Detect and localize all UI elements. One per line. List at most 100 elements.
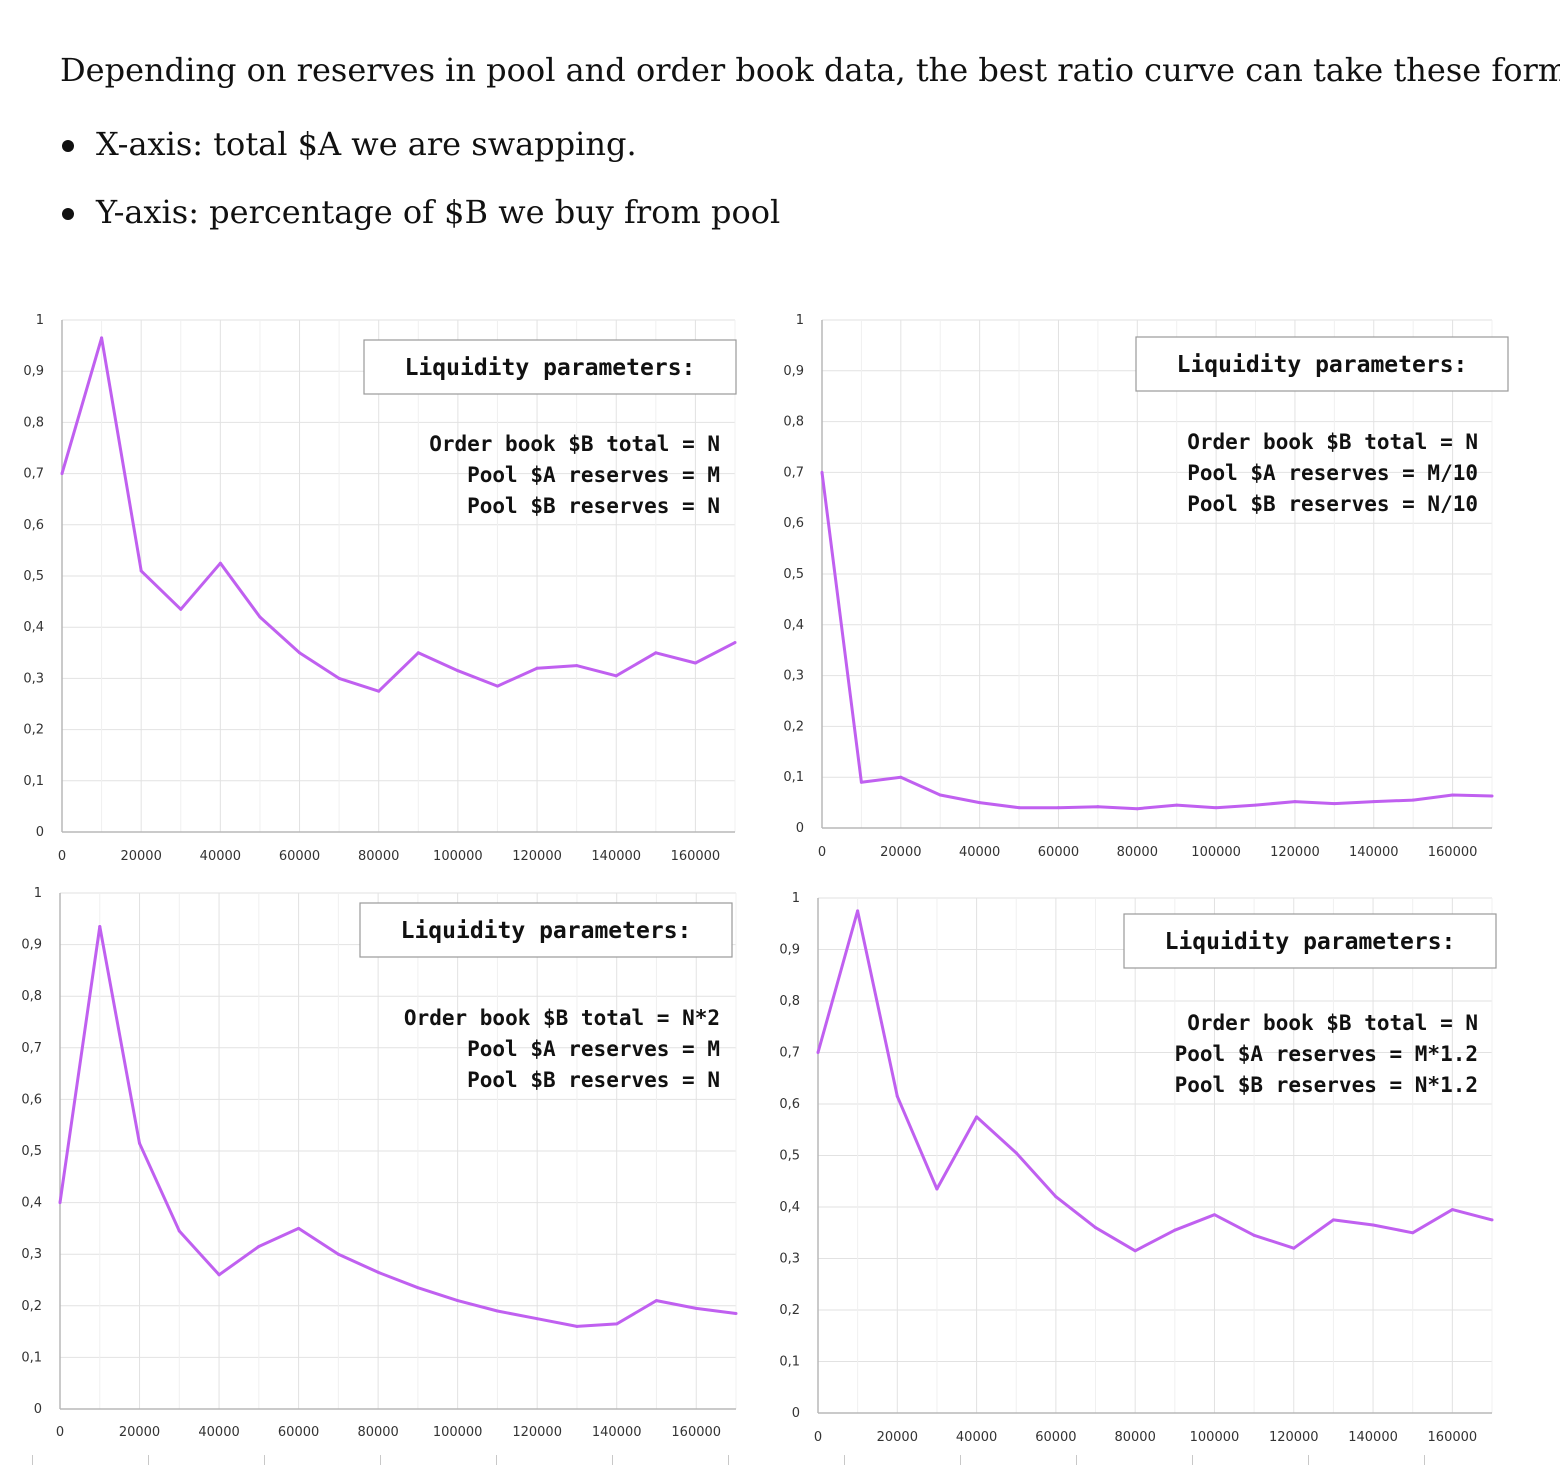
y-tick-label: 0,9 xyxy=(23,364,44,379)
x-tick-label: 160000 xyxy=(1428,1430,1478,1445)
x-tick-label: 80000 xyxy=(357,1425,398,1440)
data-point xyxy=(614,674,618,678)
parameters-box xyxy=(1135,336,1509,392)
y-tick-label: 0,1 xyxy=(779,1355,800,1370)
data-point xyxy=(1252,1233,1256,1237)
data-point xyxy=(1332,802,1336,806)
parameters-box xyxy=(363,339,737,395)
x-tick-label: 140000 xyxy=(1348,1430,1398,1445)
data-point xyxy=(297,1226,301,1230)
y-tick-label: 0 xyxy=(36,825,44,840)
footer-tick xyxy=(1308,1455,1309,1465)
x-tick-label: 60000 xyxy=(1038,845,1079,860)
data-point xyxy=(978,801,982,805)
data-point xyxy=(1175,803,1179,807)
data-point xyxy=(1331,1218,1335,1222)
y-tick-label: 0 xyxy=(792,1406,800,1421)
footer-tick xyxy=(844,1455,845,1465)
parameter-line: Pool $A reserves = M/10 xyxy=(1187,461,1478,485)
data-point xyxy=(58,1201,62,1205)
series-line xyxy=(820,472,1493,811)
x-tick-label: 100000 xyxy=(1190,1430,1240,1445)
y-tick-label: 0,7 xyxy=(21,1041,42,1056)
parameter-line: Order book $B total = N xyxy=(429,432,720,456)
data-point xyxy=(217,1273,221,1277)
y-tick-label: 0,7 xyxy=(779,1046,800,1061)
x-tick-label: 160000 xyxy=(671,849,721,864)
x-tick-label: 100000 xyxy=(1191,845,1241,860)
footer-tick xyxy=(728,1455,729,1465)
parameters-box xyxy=(1123,913,1497,969)
data-point xyxy=(1135,807,1139,811)
data-point xyxy=(495,684,499,688)
data-point xyxy=(60,472,64,476)
y-tick-label: 0,5 xyxy=(23,569,44,584)
y-tick-label: 0,6 xyxy=(779,1097,800,1112)
y-tick-label: 0,7 xyxy=(783,465,804,480)
x-tick-label: 40000 xyxy=(200,849,241,864)
x-tick-label: 60000 xyxy=(278,1425,319,1440)
y-tick-label: 0,9 xyxy=(21,938,42,953)
data-point xyxy=(416,651,420,655)
data-point xyxy=(298,651,302,655)
parameters-title: Liquidity parameters: xyxy=(401,918,692,944)
y-tick-label: 0,6 xyxy=(21,1092,42,1107)
footer-tick xyxy=(1076,1455,1077,1465)
x-tick-label: 120000 xyxy=(512,1425,562,1440)
data-point xyxy=(337,676,341,680)
data-point xyxy=(1371,1223,1375,1227)
y-tick-label: 0,2 xyxy=(783,719,804,734)
data-point xyxy=(1293,800,1297,804)
data-point xyxy=(1490,1218,1494,1222)
parameter-line: Pool $B reserves = N xyxy=(467,1068,720,1092)
x-tick-label: 160000 xyxy=(671,1425,721,1440)
data-point xyxy=(733,641,737,645)
footer-tick xyxy=(1192,1455,1193,1465)
y-tick-label: 0,1 xyxy=(21,1350,42,1365)
data-point xyxy=(1096,805,1100,809)
data-point xyxy=(456,1299,460,1303)
y-tick-label: 0,6 xyxy=(783,516,804,531)
x-tick-label: 80000 xyxy=(358,849,399,864)
y-tick-label: 0,8 xyxy=(779,994,800,1009)
footer-tick xyxy=(1424,1455,1425,1465)
data-point xyxy=(615,1322,619,1326)
footer-tick xyxy=(264,1455,265,1465)
data-point xyxy=(975,1115,979,1119)
x-tick-label: 0 xyxy=(56,1425,64,1440)
parameters-box xyxy=(359,902,733,958)
data-point xyxy=(1017,806,1021,810)
parameter-line: Pool $B reserves = N xyxy=(467,494,720,518)
data-point xyxy=(1451,793,1455,797)
x-tick-label: 20000 xyxy=(877,1430,918,1445)
data-point xyxy=(258,615,262,619)
footer-tick xyxy=(960,1455,961,1465)
y-tick-label: 0,4 xyxy=(21,1196,42,1211)
data-point xyxy=(1212,1213,1216,1217)
x-tick-label: 100000 xyxy=(433,1425,483,1440)
y-tick-label: 0,8 xyxy=(23,415,44,430)
x-tick-label: 100000 xyxy=(433,849,483,864)
parameter-line: Pool $A reserves = M xyxy=(467,463,720,487)
y-tick-label: 0,6 xyxy=(23,518,44,533)
parameter-line: Order book $B total = N xyxy=(1187,1011,1478,1035)
data-point xyxy=(938,793,942,797)
x-tick-label: 160000 xyxy=(1428,845,1478,860)
y-tick-label: 0,3 xyxy=(23,671,44,686)
data-point xyxy=(1292,1246,1296,1250)
chart-bottom-left: 0 0,1 0,2 0,3 0,4 0,5 0,6 0,7 0,8 0,9 1 0 20000 40000… xyxy=(21,886,738,1440)
footer-tick xyxy=(380,1455,381,1465)
chart-bottom-right: 0 0,1 0,2 0,3 0,4 0,5 0,6 0,7 0,8 0,9 1 0 20000 40000… xyxy=(779,891,1497,1445)
y-tick-label: 0,5 xyxy=(779,1149,800,1164)
y-tick-label: 0,7 xyxy=(23,467,44,482)
data-point xyxy=(100,336,104,340)
axis-description-list: X-axis: total $A we are swapping. Y-axis… xyxy=(60,122,780,258)
parameters-title: Liquidity parameters: xyxy=(1177,352,1468,378)
parameters-title: Liquidity parameters: xyxy=(1165,929,1456,955)
x-tick-label: 0 xyxy=(814,1430,822,1445)
parameter-line: Order book $B total = N*2 xyxy=(404,1006,720,1030)
y-tick-label: 0,2 xyxy=(21,1299,42,1314)
data-point xyxy=(1450,1208,1454,1212)
x-tick-label: 80000 xyxy=(1114,1430,1155,1445)
y-tick-label: 0 xyxy=(796,821,804,836)
